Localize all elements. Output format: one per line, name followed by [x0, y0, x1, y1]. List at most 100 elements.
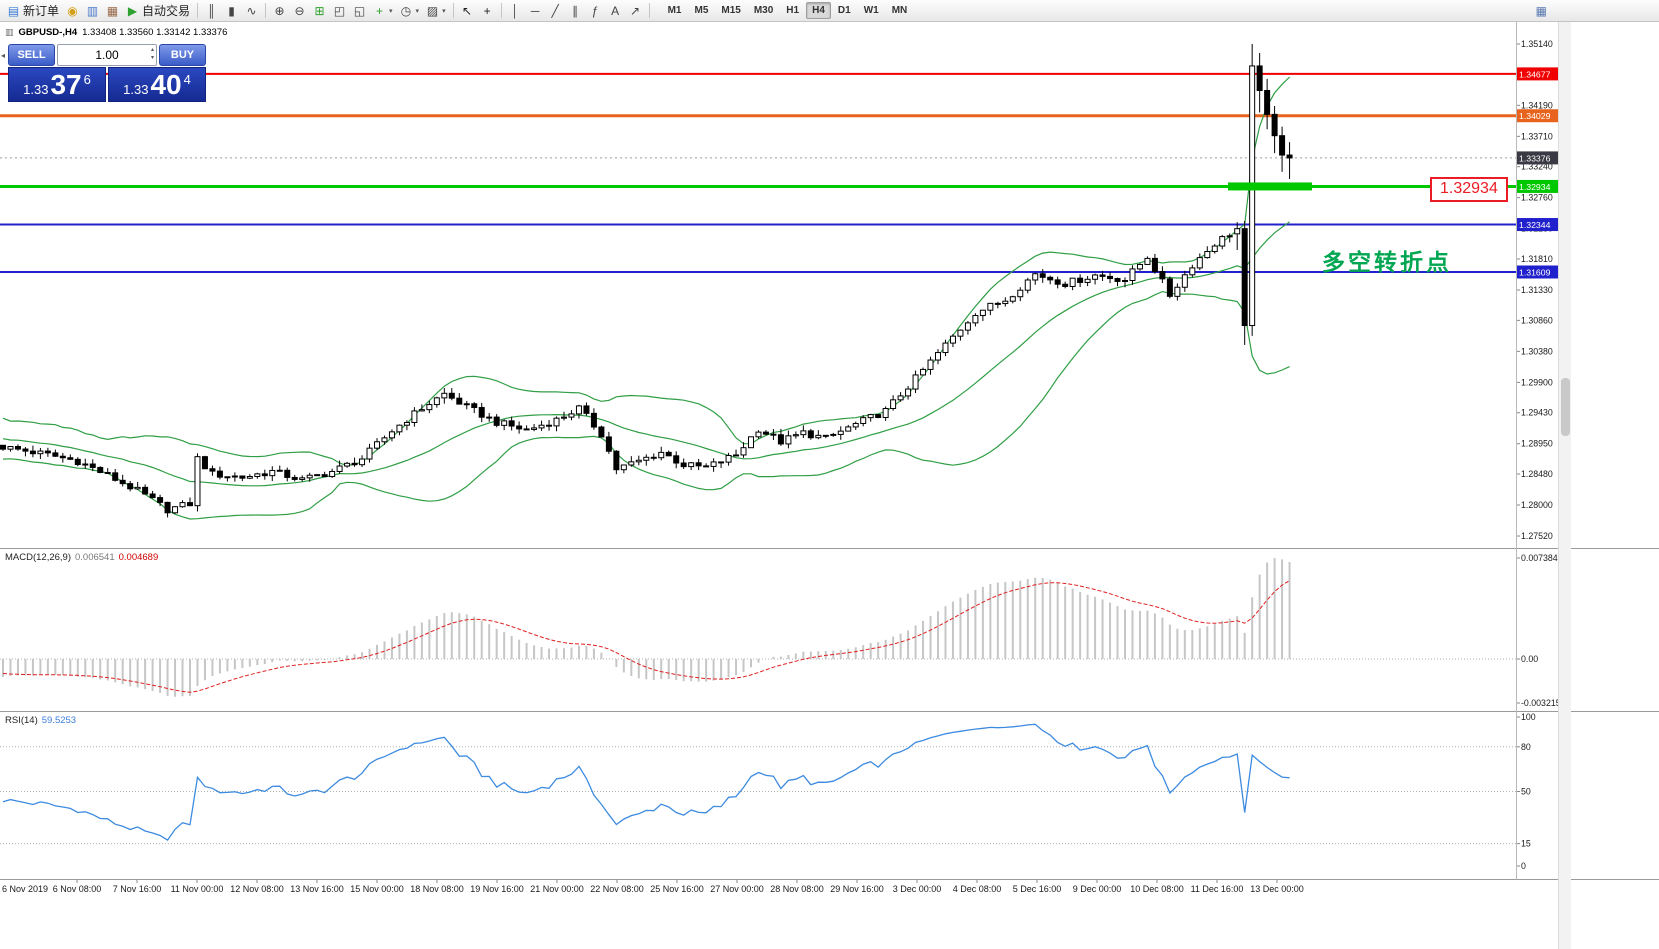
buy-price-display[interactable]: 1.33 40 4 [108, 67, 206, 102]
rsi-tick-label: 0 [1521, 861, 1526, 871]
volume-down-icon[interactable]: ▾ [150, 55, 154, 61]
arrange-windows-icon[interactable]: ◱ [350, 1, 369, 20]
candle-body [1234, 228, 1241, 235]
vertical-scrollbar[interactable] [1558, 22, 1571, 949]
sell-price-display[interactable]: 1.33 37 6 [8, 67, 106, 102]
time-axis: 6 Nov 2019 6 Nov 08:00 7 Nov 16:00 11 Nov 0… [2, 879, 1304, 894]
timeframe-h1-button[interactable]: H1 [786, 5, 800, 16]
timeframe-m5-button[interactable]: M5 [694, 5, 709, 16]
timeframe-d1-button[interactable]: D1 [837, 5, 851, 16]
auto-trading-button[interactable]: ▶ 自动交易 [123, 1, 193, 20]
buy-button[interactable]: BUY [159, 44, 206, 66]
charts-profile-icon[interactable]: ◉ [63, 1, 82, 20]
bollinger-upper-band [2, 76, 1291, 467]
tile-windows-icon[interactable]: ⊞ [310, 1, 329, 20]
price-tag [1517, 218, 1558, 232]
text-tool-icon[interactable]: A [606, 1, 625, 20]
candle-body [224, 476, 231, 479]
template-icon[interactable]: ▨ ▾ [423, 1, 449, 20]
time-axis-label: 13 Nov 16:00 [290, 884, 344, 894]
fibonacci-icon: ƒ [591, 3, 599, 18]
candle-body [187, 502, 193, 507]
candle-body [920, 368, 927, 376]
candle-body [321, 474, 328, 478]
candle-body [67, 457, 74, 460]
line-chart-icon[interactable]: ∿ [242, 1, 261, 20]
price-callout-label[interactable]: 1.32934 [1430, 177, 1508, 202]
timeframe-m30-button[interactable]: M30 [753, 5, 774, 16]
macd-panel [0, 558, 1516, 697]
new-chart-icon[interactable]: + ▾ [370, 1, 396, 20]
symbol-ohlc: 1.33408 1.33560 1.33142 1.33376 [82, 27, 228, 38]
crosshair-icon[interactable]: + [478, 1, 497, 20]
layout-icon[interactable]: ▦ [1535, 3, 1547, 18]
rsi-tick-label: 100 [1521, 712, 1536, 722]
candle-body [905, 388, 912, 397]
vertical-line-icon[interactable]: │ [506, 1, 525, 20]
cascade-windows-icon[interactable]: ◰ [330, 1, 349, 20]
candle-body [291, 476, 298, 480]
candle-body [1211, 245, 1218, 253]
candlestick-chart-icon[interactable]: ▮ [222, 1, 241, 20]
auto-trading-play-icon: ▶ [127, 3, 138, 18]
candle-body [987, 302, 994, 311]
candle-body [299, 477, 306, 480]
horizontal-line-icon[interactable]: ─ [526, 1, 545, 20]
time-axis-label: 6 Nov 2019 [2, 884, 48, 894]
price-tick-label: 1.29900 [1521, 377, 1553, 387]
terminal-icon[interactable]: ▦ [103, 1, 122, 20]
zoom-out-icon[interactable]: ⊖ [290, 1, 309, 20]
timeframe-toolbar: M1 M5 M15 M30 H1 H4 D1 W1 MN [662, 2, 914, 19]
timeframe-w1-button[interactable]: W1 [863, 5, 879, 16]
collapse-arrow-icon[interactable]: ◂ [1, 51, 6, 60]
price-tag [1517, 151, 1558, 165]
scrollbar-thumb[interactable] [1561, 378, 1570, 436]
candle-body [22, 448, 29, 452]
cursor-icon[interactable]: ↖ [458, 1, 477, 20]
price-tick-label: 1.35140 [1521, 39, 1553, 49]
candle-body [1286, 154, 1293, 159]
period-icon[interactable]: ◷ ▾ [397, 1, 423, 20]
price-tag-label: 1.34677 [1519, 69, 1551, 79]
trendline-icon[interactable]: ╱ [546, 1, 565, 20]
candle-body [1151, 257, 1158, 273]
timeframe-m1-button[interactable]: M1 [667, 5, 682, 16]
mini-chart-icon: ▥ [5, 27, 14, 37]
candle-body [583, 405, 590, 414]
charts-profile-icon: ◉ [67, 3, 78, 18]
new-order-button[interactable]: ▤ 新订单 [4, 1, 62, 20]
candle-body [1024, 279, 1031, 291]
candle-body [1009, 296, 1016, 302]
sell-button[interactable]: SELL [8, 44, 55, 66]
candle-body [643, 456, 650, 461]
turning-point-annotation[interactable]: 多空转折点 [1322, 249, 1452, 275]
macd-tick-label: 0.007384 [1521, 553, 1558, 563]
candle-body [44, 450, 51, 454]
timeframe-h4-button[interactable]: H4 [806, 2, 831, 19]
arrows-tool-icon[interactable]: ↗ [626, 1, 645, 20]
market-watch-icon[interactable]: ▥ [83, 1, 102, 20]
candle-body [949, 335, 956, 344]
dropdown-caret-icon[interactable]: ▾ [389, 7, 393, 15]
candle-body [112, 472, 119, 481]
candle-body [927, 359, 934, 370]
volume-input[interactable] [72, 48, 142, 62]
time-axis-label: 21 Nov 00:00 [530, 884, 584, 894]
candle-body [852, 422, 859, 428]
timeframe-mn-button[interactable]: MN [891, 5, 908, 16]
candle-body [815, 434, 822, 439]
price-tick-label: 1.29430 [1521, 408, 1553, 418]
dropdown-caret-icon[interactable]: ▾ [442, 7, 446, 15]
candle-body [142, 486, 149, 495]
fibonacci-icon[interactable]: ƒ [586, 1, 605, 20]
chart-canvas[interactable]: 1.351401.341901.337101.332401.327601.322… [0, 22, 1659, 949]
support-zone-segment[interactable] [1228, 182, 1312, 191]
channel-icon[interactable]: ∥ [566, 1, 585, 20]
timeframe-m15-button[interactable]: M15 [721, 5, 741, 16]
candle-body [860, 417, 867, 424]
candle-body [890, 399, 897, 409]
dropdown-caret-icon[interactable]: ▾ [415, 7, 420, 15]
volume-up-icon[interactable]: ▴ [150, 47, 154, 53]
zoom-in-icon[interactable]: ⊕ [270, 1, 289, 20]
bar-chart-icon[interactable]: ║ [202, 1, 221, 20]
